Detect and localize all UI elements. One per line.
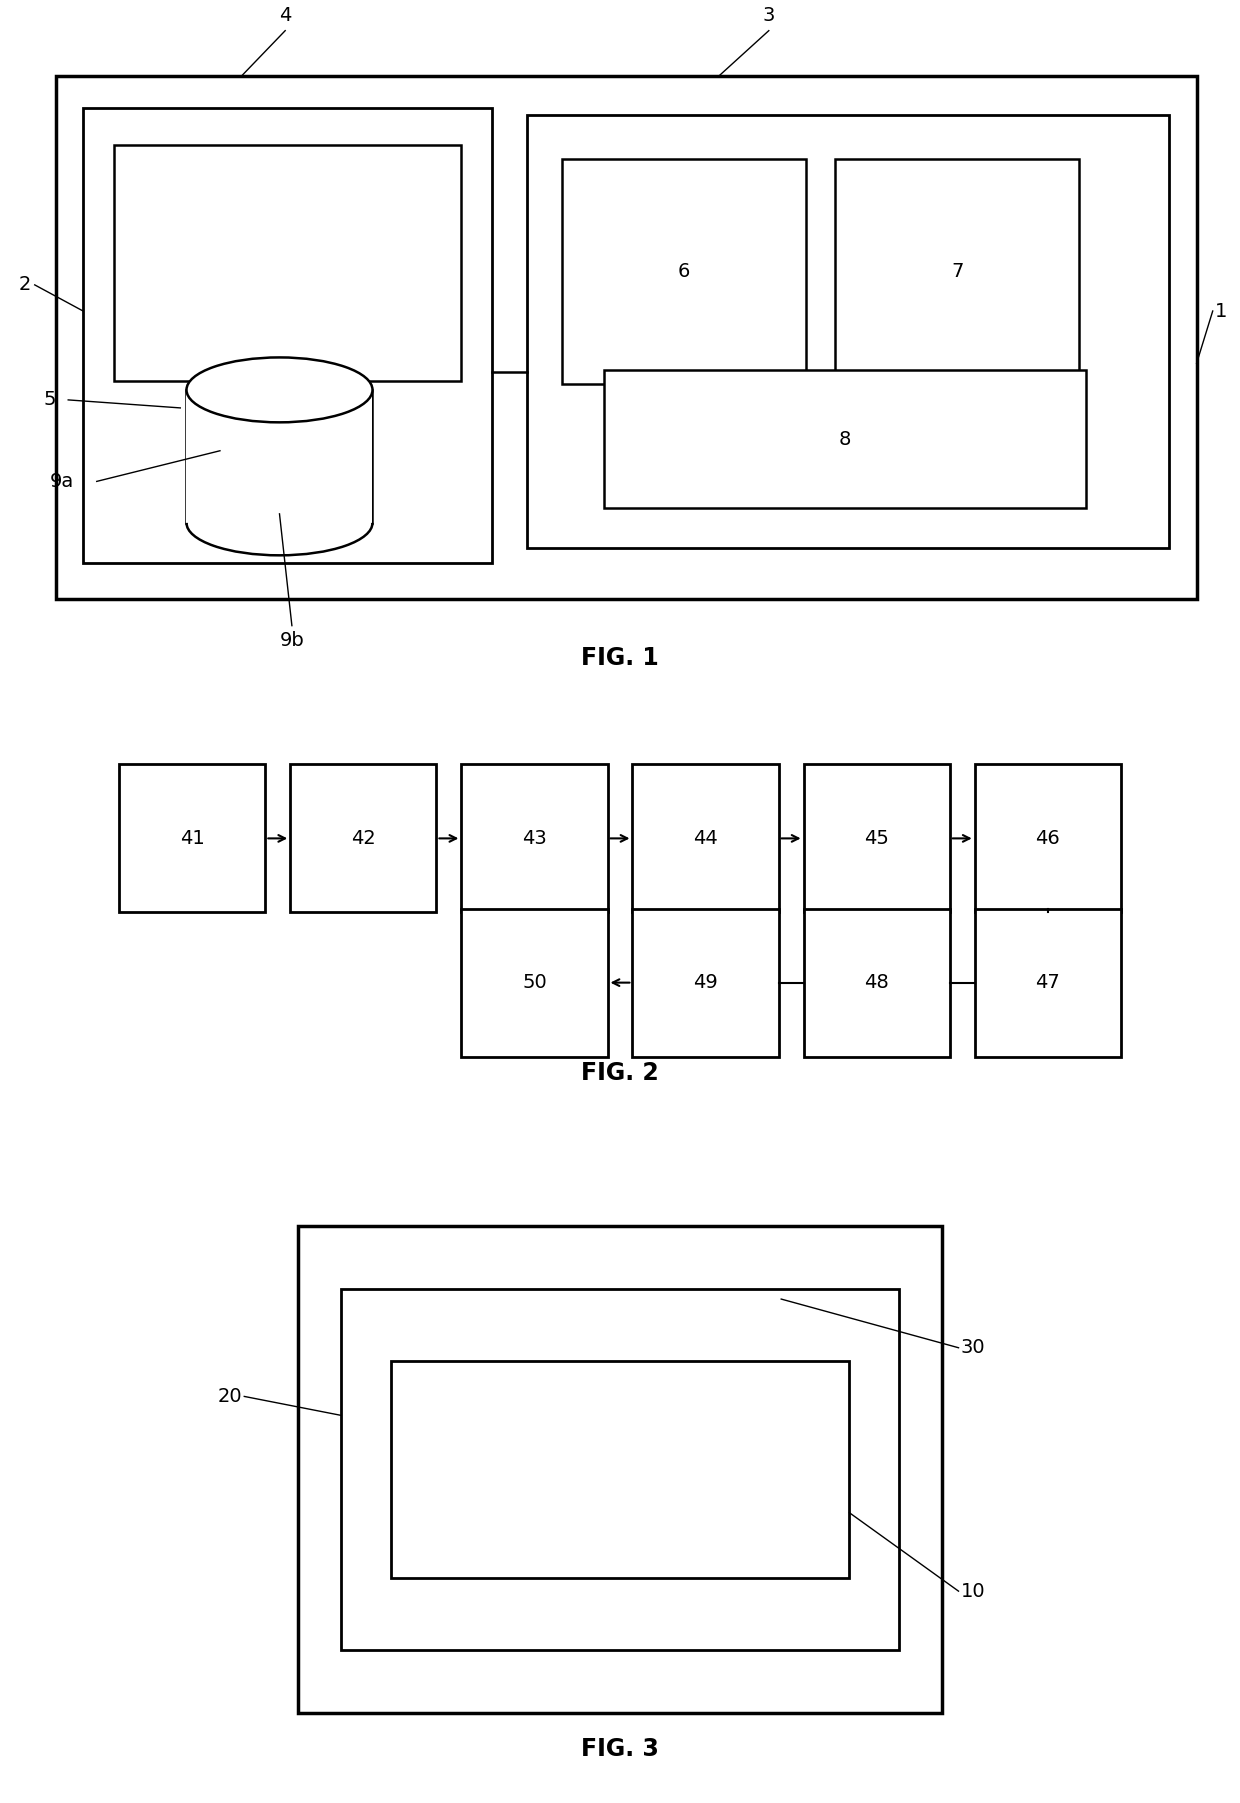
Bar (391, 1361, 849, 1578)
Bar (186, 389, 372, 523)
Text: 41: 41 (180, 829, 205, 847)
Bar (836, 159, 1079, 384)
Text: 5: 5 (43, 391, 56, 409)
Ellipse shape (186, 357, 372, 422)
Bar (804, 764, 950, 912)
Text: 30: 30 (961, 1338, 986, 1358)
Bar (632, 909, 779, 1057)
Text: 6: 6 (677, 261, 689, 281)
Text: 20: 20 (217, 1387, 242, 1406)
Text: 8: 8 (838, 429, 851, 449)
Bar (298, 1226, 942, 1713)
Bar (56, 76, 1197, 599)
Text: FIG. 2: FIG. 2 (582, 1060, 658, 1085)
Bar (114, 144, 461, 380)
Bar (632, 764, 779, 912)
Bar (341, 1289, 899, 1650)
Text: 7: 7 (951, 261, 963, 281)
Bar (119, 764, 265, 912)
Bar (461, 764, 608, 912)
Text: 46: 46 (1035, 829, 1060, 847)
Text: 44: 44 (693, 829, 718, 847)
Text: 2: 2 (19, 276, 31, 294)
Text: 9a: 9a (50, 472, 74, 490)
Text: 43: 43 (522, 829, 547, 847)
Text: 50: 50 (522, 974, 547, 992)
Bar (975, 764, 1121, 912)
Bar (213, 397, 273, 505)
Text: 45: 45 (864, 829, 889, 847)
Text: 49: 49 (693, 974, 718, 992)
Text: FIG. 1: FIG. 1 (582, 645, 658, 671)
Bar (285, 397, 345, 505)
Bar (604, 370, 1086, 508)
Text: 9b: 9b (279, 631, 304, 651)
Text: 4: 4 (279, 5, 291, 25)
Bar (975, 909, 1121, 1057)
Bar (290, 764, 436, 912)
Bar (461, 909, 608, 1057)
Bar (562, 159, 806, 384)
Text: 47: 47 (1035, 974, 1060, 992)
Text: 10: 10 (961, 1581, 986, 1601)
Text: FIG. 3: FIG. 3 (582, 1736, 658, 1762)
Text: 1: 1 (1215, 301, 1228, 321)
Bar (83, 108, 492, 563)
Bar (804, 909, 950, 1057)
Text: 3: 3 (763, 5, 775, 25)
Text: 48: 48 (864, 974, 889, 992)
Bar (527, 115, 1169, 548)
Text: 42: 42 (351, 829, 376, 847)
